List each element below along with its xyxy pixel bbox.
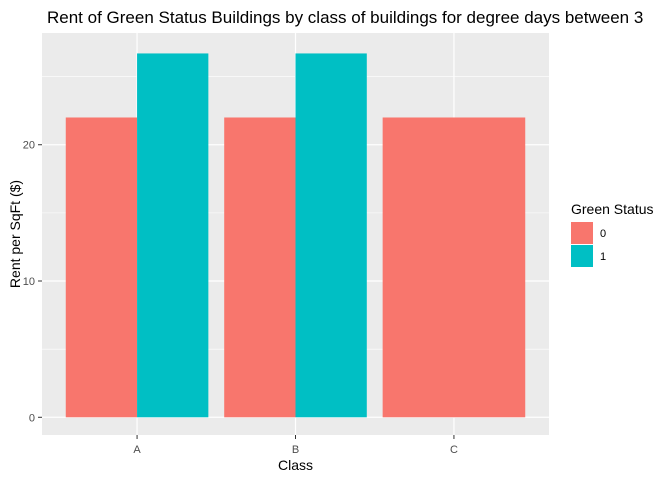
bar-A-series-0 — [65, 117, 138, 418]
y-tick-label: 20 — [23, 140, 35, 152]
bar-B-series-1 — [295, 53, 367, 418]
x-axis-ticks: A B C — [133, 435, 458, 456]
y-axis-title: Rent per SqFt ($) — [7, 180, 23, 288]
bar-C-series-0 — [382, 117, 526, 418]
y-tick-label: 10 — [23, 276, 35, 288]
bar-A-series-1 — [137, 53, 209, 418]
legend-label-1: 1 — [600, 251, 606, 263]
legend-key-1 — [571, 245, 593, 267]
x-tick-label: A — [133, 444, 141, 456]
bars — [65, 53, 526, 418]
x-tick-label: C — [450, 444, 458, 456]
legend-key-0 — [571, 222, 593, 244]
bar-B-series-0 — [224, 117, 296, 418]
legend: Green Status 0 1 — [571, 201, 654, 267]
legend-label-0: 0 — [600, 228, 606, 240]
x-tick-label: B — [292, 444, 299, 456]
chart-title: Rent of Green Status Buildings by class … — [47, 8, 643, 27]
x-axis-title: Class — [278, 457, 313, 473]
y-axis-ticks: 0 10 20 — [23, 140, 42, 424]
legend-title: Green Status — [571, 201, 654, 217]
y-tick-label: 0 — [29, 412, 35, 424]
